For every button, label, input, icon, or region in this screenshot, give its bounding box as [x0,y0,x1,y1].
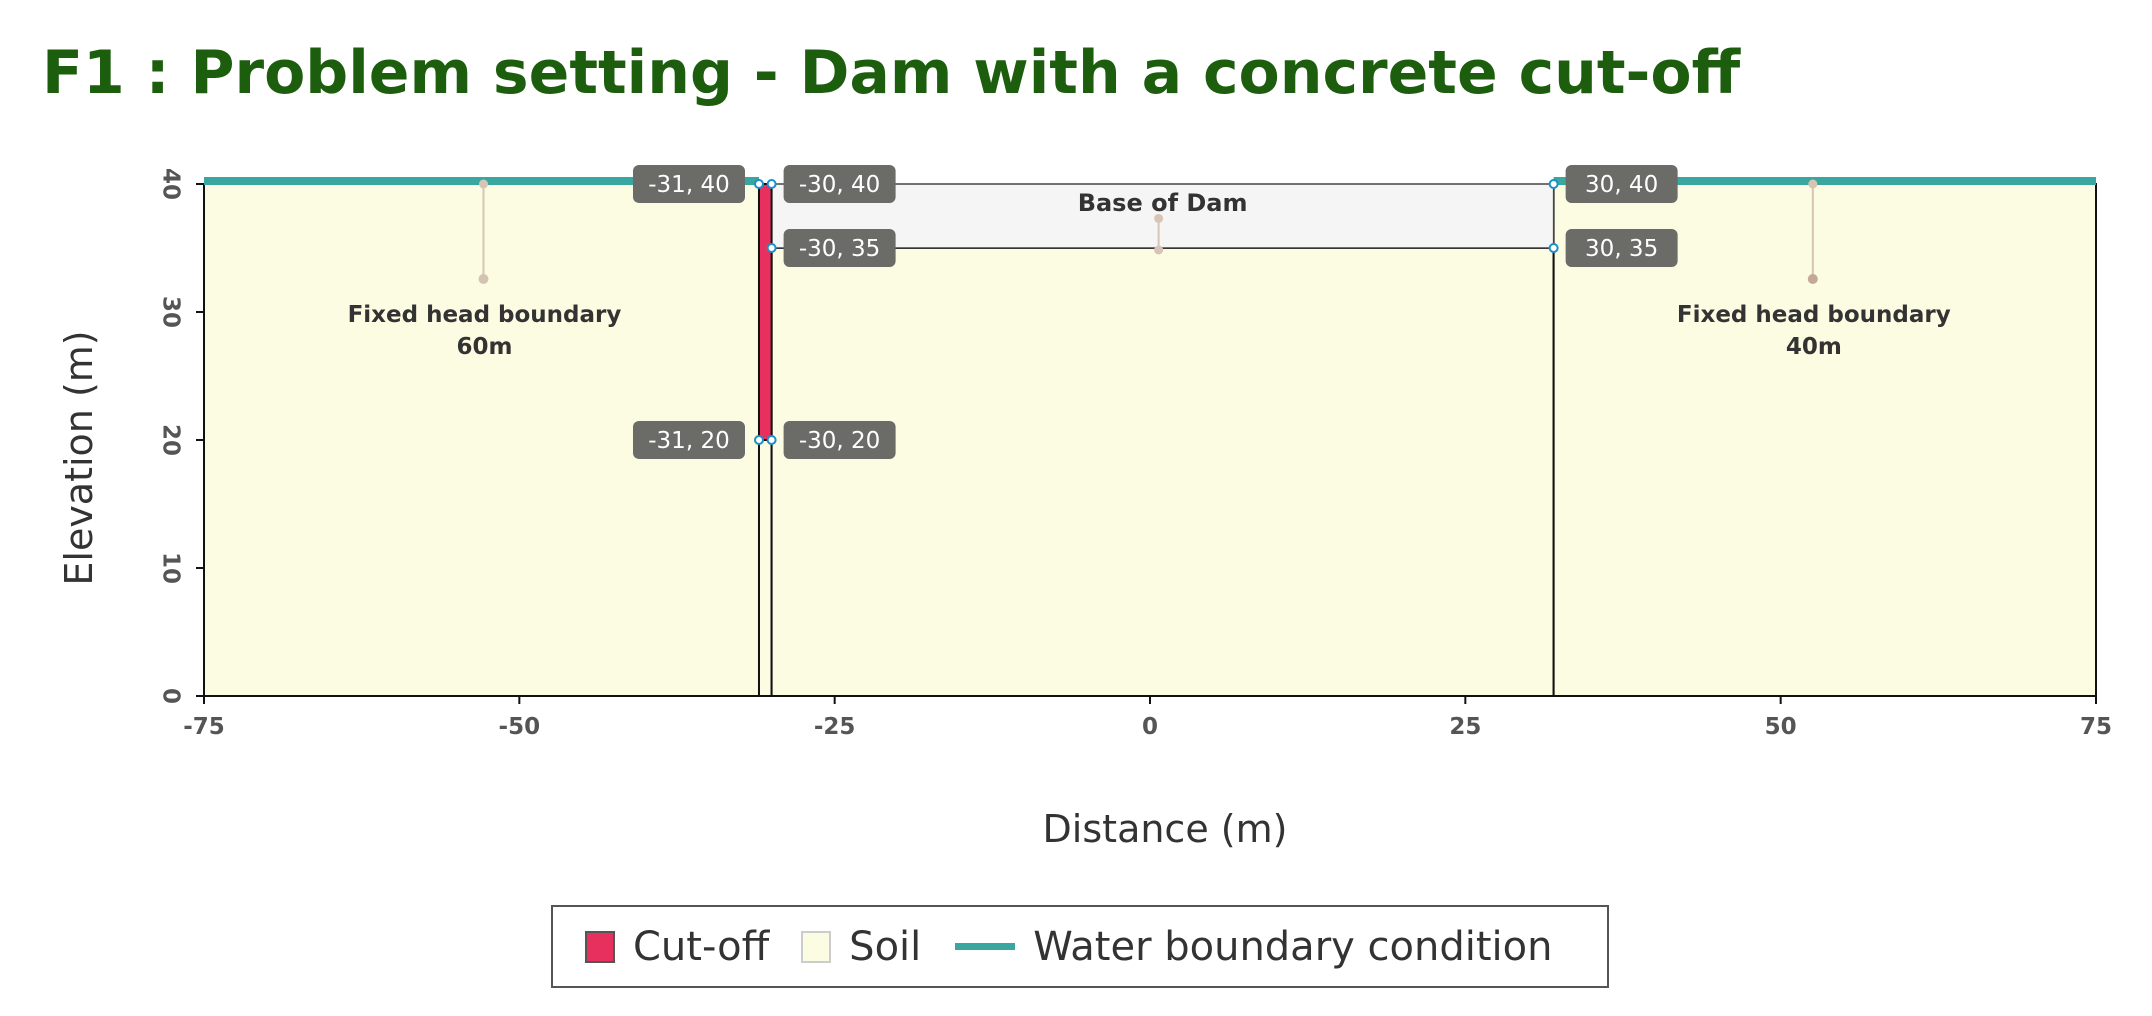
coordinate-point-3: 30, 40 [1548,165,1678,203]
coordinate-label-text: -31, 40 [648,172,729,198]
legend-item-cutoff: Cut-off [585,924,769,970]
coordinate-label-bg [632,421,745,459]
dam-base [770,183,1555,249]
annotations: Fixed head boundary 60m Fixed head boundar… [348,179,1951,360]
coordinate-label-text: 30, 40 [1585,172,1658,198]
coordinate-point-2: -30, 35 [766,229,896,267]
x-tick-label-2: -25 [814,714,856,740]
boundary-dot-1 [1807,274,1818,284]
legend-swatch-cutoff [585,930,615,963]
coordinate-label-text: -30, 40 [799,172,880,198]
boundary-top-dot-1 [1808,179,1818,189]
soil-region-2 [770,247,1555,697]
y-tick-label-1: 10 [158,552,184,584]
legend-label-water: Water boundary condition [1033,923,1553,970]
x-tick-label-6: 75 [2080,714,2112,740]
coordinate-label-bg [1565,229,1678,267]
coordinate-marker [1548,243,1559,253]
coordinate-label-bg [783,165,896,203]
x-tick-label-5: 50 [1765,714,1797,740]
cutoff-wall [757,183,773,441]
coordinate-label-bg [783,229,896,267]
coordinate-marker [766,435,777,445]
x-tick-label-4: 25 [1449,714,1481,740]
y-tick-label-3: 30 [158,296,184,328]
coordinate-point-6: -30, 20 [766,421,896,459]
coordinate-marker [1548,179,1559,189]
dam-base-group: Base of Dam [770,183,1555,255]
dam-label: Base of Dam [1078,189,1248,217]
legend-item-soil: Soil [801,924,921,970]
coordinate-point-4: 30, 35 [1548,229,1678,267]
x-axis-title: Distance (m) [1043,807,1288,851]
coordinate-marker [753,179,764,189]
soil-region-3 [1552,183,2098,697]
coordinate-point-5: -31, 20 [632,421,764,459]
dam-label-dot [1154,213,1164,223]
legend-swatch-soil [801,930,832,963]
boundary-label-0: Fixed head boundary [348,302,622,328]
dam-anchor-dot [1154,245,1164,255]
boundary-label-1: Fixed head boundary [1677,302,1951,328]
coordinate-label-text: -30, 35 [799,236,880,262]
cross-section-diagram: Base of Dam -75 -50 -25 0 25 50 75 0 10 20 30 40 Dis… [57,165,2112,851]
legend-item-water: Water boundary condition [955,924,1552,970]
coordinate-marker [766,243,777,253]
coordinate-label-text: -31, 20 [648,428,729,454]
coordinate-label-bg [1565,165,1678,203]
legend-swatch-water [955,943,1016,950]
coordinate-point-0: -31, 40 [632,165,764,203]
legend-label-soil: Soil [849,923,922,970]
y-tick-label-0: 0 [158,688,184,704]
page-title: F1 : Problem setting - Dam with a concre… [42,38,1741,108]
coordinate-label-bg [783,421,896,459]
coordinate-label-bg [632,165,745,203]
x-tick-label-3: 0 [1142,714,1158,740]
x-tick-label-1: -50 [499,714,541,740]
boundary-value-1: 40m [1786,334,1842,360]
boundary-dot-0 [478,274,489,284]
coordinate-label-text: -30, 20 [799,428,880,454]
y-axis-title: Elevation (m) [57,330,101,585]
legend-label-cutoff: Cut-off [633,923,770,970]
legend: Cut-off Soil Water boundary condition [551,905,1609,988]
coordinate-marker [766,179,777,189]
coordinate-marker [753,435,764,445]
axes: -75 -50 -25 0 25 50 75 0 10 20 30 40 Distance (m) Ele… [57,168,2112,851]
coordinate-point-1: -30, 40 [766,165,896,203]
boundary-value-0: 60m [457,334,513,360]
y-tick-label-4: 40 [158,168,184,200]
x-tick-label-0: -75 [183,714,225,740]
y-tick-label-2: 20 [158,424,184,456]
coordinate-points: -31, 40 -30, 40 -30, 35 30, 40 30, 35 -31, 20… [632,165,1678,459]
cutoff-group [757,183,773,441]
boundary-top-dot-0 [478,179,488,189]
soil-region-1 [757,439,773,697]
coordinate-label-text: 30, 35 [1585,236,1658,262]
